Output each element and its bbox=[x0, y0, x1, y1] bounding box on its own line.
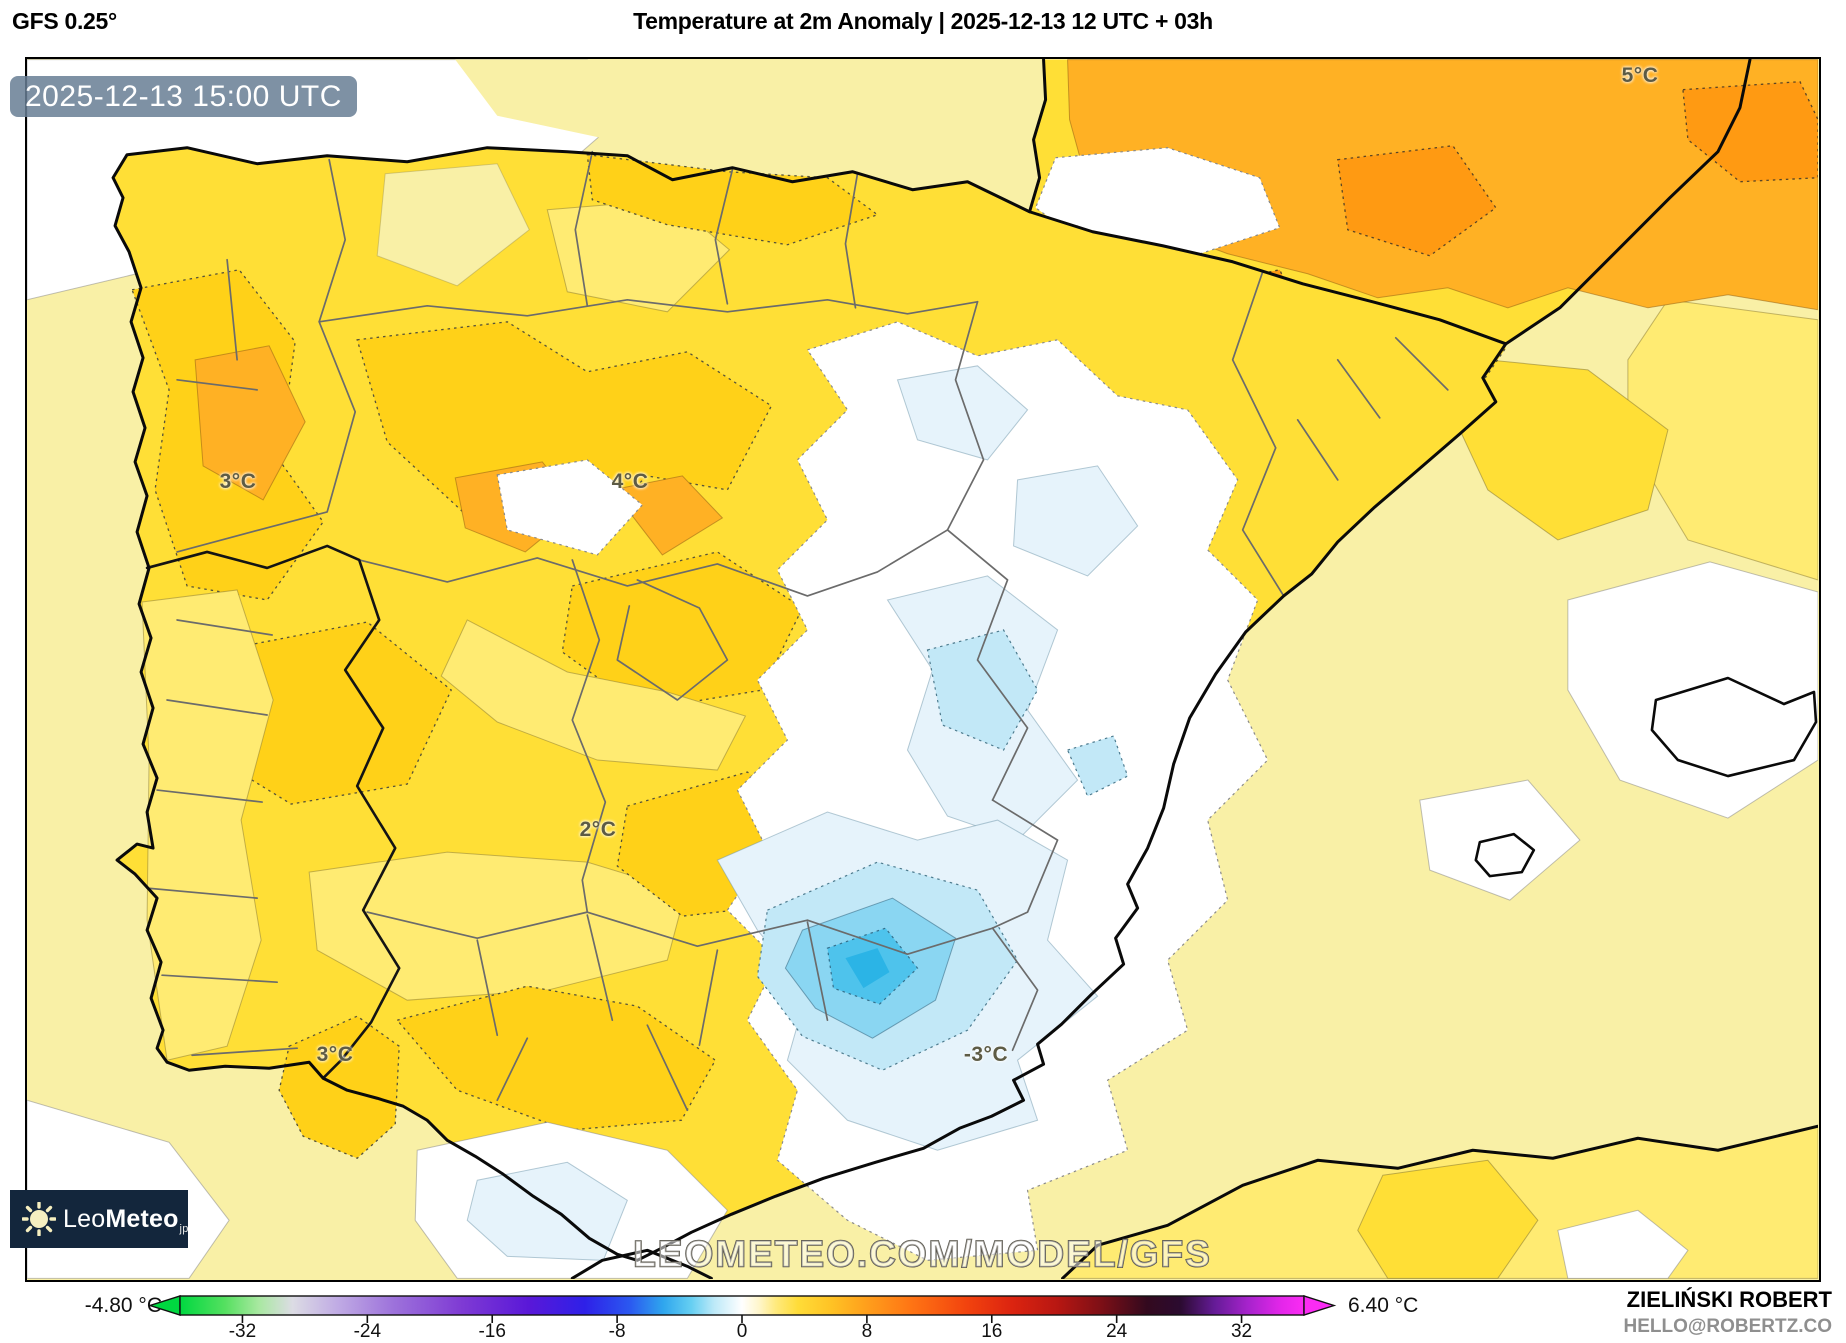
contour-label: 3°C bbox=[219, 470, 257, 493]
watermark: LEOMETEO.COM/MODEL/GFS bbox=[633, 1232, 1212, 1274]
admin-borders bbox=[146, 150, 1449, 1112]
svg-text:32: 32 bbox=[1231, 1321, 1252, 1338]
contour-label: 3°C bbox=[316, 1043, 354, 1066]
logo-text: LeoMeteojp bbox=[63, 1204, 189, 1235]
svg-text:24: 24 bbox=[1106, 1321, 1128, 1338]
svg-text:-32: -32 bbox=[229, 1321, 256, 1338]
page-title: Temperature at 2m Anomaly | 2025-12-13 1… bbox=[633, 8, 1213, 34]
author-name: ZIELIŃSKI ROBERT bbox=[1626, 1287, 1832, 1312]
credits: ZIELIŃSKI ROBERT HELLO@ROBERTZ.CO bbox=[1623, 1287, 1832, 1338]
svg-text:16: 16 bbox=[981, 1321, 1002, 1338]
colorbar: -4.80 °C -32 -24 -16 -8 0 8 16 24 32 6.40 °C bbox=[0, 1284, 1846, 1342]
svg-text:0: 0 bbox=[737, 1321, 748, 1338]
sun-icon bbox=[22, 1202, 56, 1236]
colorbar-min-label: -4.80 °C bbox=[85, 1294, 162, 1317]
map-area: LEOMETEO.COM/MODEL/GFS bbox=[25, 57, 1821, 1282]
contour-label: -3°C bbox=[963, 1043, 1009, 1066]
coastlines bbox=[111, 59, 1818, 1279]
svg-text:-24: -24 bbox=[354, 1321, 382, 1338]
svg-text:-16: -16 bbox=[478, 1321, 505, 1338]
island-mallorca bbox=[1650, 676, 1818, 778]
colorbar-ticks: -32 -24 -16 -8 0 8 16 24 32 bbox=[229, 1315, 1252, 1342]
svg-text:-8: -8 bbox=[609, 1321, 626, 1338]
contour-label: 5°C bbox=[1621, 64, 1659, 87]
timestamp-overlay: 2025-12-13 15:00 UTC bbox=[10, 76, 357, 117]
contour-label: 2°C bbox=[579, 818, 617, 841]
svg-text:8: 8 bbox=[862, 1321, 873, 1338]
leometeo-logo: LeoMeteojp bbox=[10, 1190, 188, 1248]
island-ibiza bbox=[1474, 832, 1536, 878]
colorbar-arrow-right bbox=[1303, 1295, 1337, 1316]
africa-fills bbox=[1061, 1125, 1818, 1279]
colorbar-gradient bbox=[180, 1296, 1304, 1315]
model-label: GFS 0.25° bbox=[12, 8, 117, 34]
colorbar-max-label: 6.40 °C bbox=[1348, 1294, 1418, 1317]
logo-suffix: jp bbox=[179, 1222, 189, 1235]
author-contact: HELLO@ROBERTZ.CO bbox=[1623, 1316, 1832, 1337]
contour-label: 4°C bbox=[611, 470, 649, 493]
